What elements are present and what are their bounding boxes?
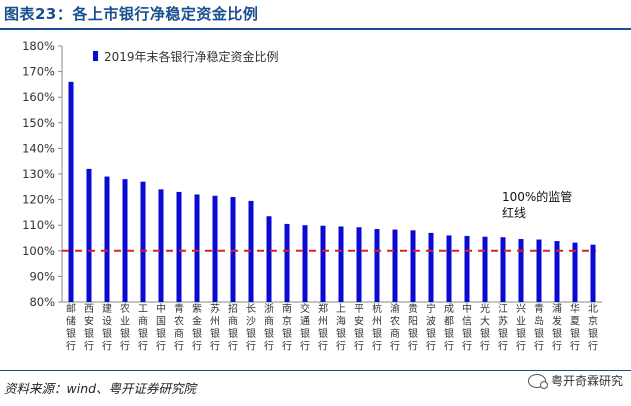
bar <box>68 81 74 302</box>
category-label: 建设银行 <box>102 302 112 353</box>
bar <box>158 189 164 302</box>
reference-label: 100%的监管 <box>502 189 572 204</box>
y-tick-label: 140% <box>22 141 55 155</box>
watermark-text: 粤开奇霖研究 <box>550 374 623 388</box>
bar <box>176 191 182 302</box>
category-label: 中信银行 <box>462 302 472 353</box>
category-label: 浦发银行 <box>552 302 562 353</box>
y-tick-label: 170% <box>22 65 55 79</box>
category-label: 青岛银行 <box>534 302 544 353</box>
watermark: 粤开奇霖研究 <box>527 372 623 389</box>
y-tick-label: 130% <box>22 167 55 181</box>
bar <box>284 223 290 302</box>
category-label: 邮储银行 <box>66 302 76 353</box>
bar <box>590 244 596 302</box>
bar <box>230 197 236 302</box>
bar <box>518 239 524 302</box>
bar <box>392 229 398 302</box>
bar <box>212 195 218 302</box>
category-label: 上海银行 <box>336 303 346 353</box>
bar <box>554 241 560 302</box>
bar <box>374 229 380 302</box>
y-tick-label: 150% <box>22 116 55 130</box>
bar <box>122 179 128 302</box>
bar <box>302 225 308 302</box>
category-label: 北京银行 <box>588 303 598 353</box>
legend-swatch <box>93 51 98 61</box>
bar <box>410 230 416 302</box>
bar <box>356 227 362 302</box>
category-label: 光大银行 <box>480 302 490 353</box>
category-label: 浙商银行 <box>264 303 274 353</box>
category-label: 江苏银行 <box>498 303 508 353</box>
category-label: 渝农商行 <box>390 302 400 353</box>
title-rule <box>0 28 631 30</box>
y-tick-label: 160% <box>22 90 55 104</box>
bar <box>572 242 578 302</box>
bar <box>446 235 452 302</box>
y-tick-label: 90% <box>29 269 55 283</box>
bar <box>266 216 272 302</box>
y-tick-label: 120% <box>22 193 55 207</box>
figure-title: 图表23：各上市银行净稳定资金比例 <box>4 5 259 23</box>
y-tick-label: 110% <box>22 218 55 232</box>
category-label: 长沙银行 <box>246 303 256 353</box>
bar <box>464 235 470 302</box>
bar <box>536 239 542 302</box>
category-label: 农业银行 <box>120 302 130 353</box>
category-label: 青农商行 <box>174 302 184 353</box>
category-label: 中国银行 <box>156 302 166 353</box>
category-label: 华夏银行 <box>570 302 580 353</box>
bar <box>482 236 488 302</box>
category-label: 成都银行 <box>444 303 454 353</box>
category-label: 交通银行 <box>300 302 310 353</box>
category-label: 贵阳银行 <box>408 302 418 353</box>
bar <box>338 226 344 302</box>
reference-label-cont: 红线 <box>502 205 526 220</box>
category-label: 紫金银行 <box>192 303 202 353</box>
category-label: 郑州银行 <box>318 302 328 353</box>
bar <box>194 194 200 302</box>
bar <box>86 168 92 302</box>
y-tick-label: 180% <box>22 39 55 53</box>
bar <box>140 181 146 302</box>
bar <box>320 225 326 302</box>
category-label: 南京银行 <box>282 302 292 353</box>
category-label: 杭州银行 <box>372 302 382 353</box>
category-label: 平安银行 <box>354 304 364 353</box>
category-label: 苏州银行 <box>210 302 220 353</box>
source-note: 资料来源：wind、粤开证券研究院 <box>4 381 197 396</box>
bar-chart: 80% 90% 100% 110% 120% 130% 140% 150% 160% 170% 18… <box>22 39 602 353</box>
bar <box>104 176 110 302</box>
y-tick-label: 100% <box>22 244 55 258</box>
category-label: 西安银行 <box>84 304 94 353</box>
category-label: 兴业银行 <box>516 303 526 353</box>
category-label: 招商银行 <box>228 302 238 353</box>
category-label: 工商银行 <box>138 304 148 353</box>
y-tick-label: 80% <box>29 295 55 309</box>
bar <box>428 232 434 302</box>
footer-rule <box>0 370 631 371</box>
category-label: 宁波银行 <box>426 302 436 353</box>
wechat-icon <box>527 373 548 389</box>
bar <box>500 237 506 302</box>
legend-label: 2019年末各银行净稳定资金比例 <box>104 49 279 64</box>
